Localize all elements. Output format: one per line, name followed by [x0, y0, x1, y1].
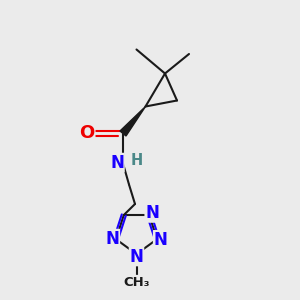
Text: H: H [130, 153, 142, 168]
Text: N: N [130, 248, 143, 266]
Text: O: O [80, 124, 94, 142]
Text: N: N [145, 204, 159, 222]
Text: N: N [105, 230, 119, 247]
Text: CH₃: CH₃ [123, 275, 150, 289]
Polygon shape [120, 106, 146, 136]
Text: N: N [110, 154, 124, 172]
Text: N: N [154, 231, 168, 249]
